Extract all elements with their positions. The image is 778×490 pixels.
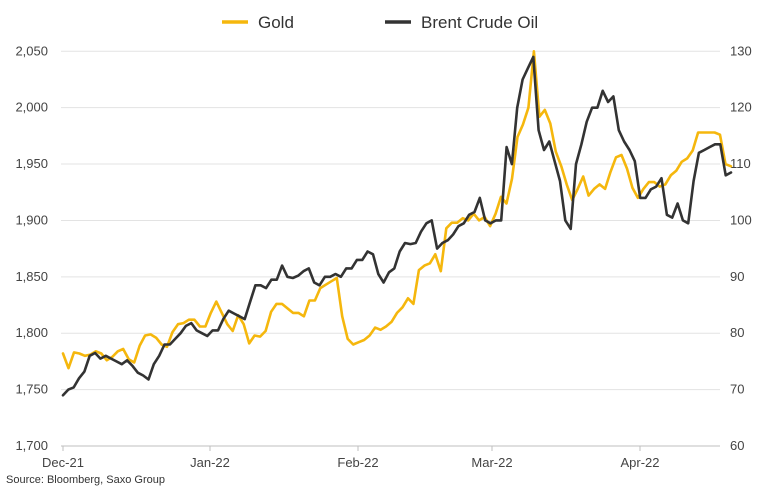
y-right-tick-label: 60 [730, 438, 744, 453]
y-left-tick-label: 1,900 [15, 212, 48, 227]
x-tick-label: Mar-22 [471, 455, 512, 470]
x-tick-label: Feb-22 [337, 455, 378, 470]
y-right-tick-label: 130 [730, 43, 752, 58]
y-right-tick-label: 90 [730, 269, 744, 284]
y-right-tick-label: 100 [730, 212, 752, 227]
brent-series-line [61, 55, 733, 397]
gold-series-line [61, 49, 733, 370]
y-left-tick-label: 1,950 [15, 156, 48, 171]
y-left-tick-label: 2,000 [15, 100, 48, 115]
y-left-tick-label: 1,850 [15, 269, 48, 284]
source-note: Source: Bloomberg, Saxo Group [6, 474, 165, 486]
y-left-tick-label: 1,700 [15, 438, 48, 453]
legend-label: Gold [258, 13, 294, 32]
x-tick-label: Dec-21 [42, 455, 84, 470]
y-right-tick-label: 110 [730, 156, 751, 171]
legend-label: Brent Crude Oil [421, 13, 538, 32]
y-left-tick-label: 1,750 [15, 382, 48, 397]
x-tick-label: Apr-22 [620, 455, 659, 470]
y-right-tick-label: 120 [730, 100, 752, 115]
x-tick-label: Jan-22 [190, 455, 230, 470]
y-right-tick-label: 70 [730, 382, 744, 397]
y-left-tick-label: 1,800 [15, 325, 48, 340]
y-right-tick-label: 80 [730, 325, 744, 340]
y-left-tick-label: 2,050 [15, 43, 48, 58]
